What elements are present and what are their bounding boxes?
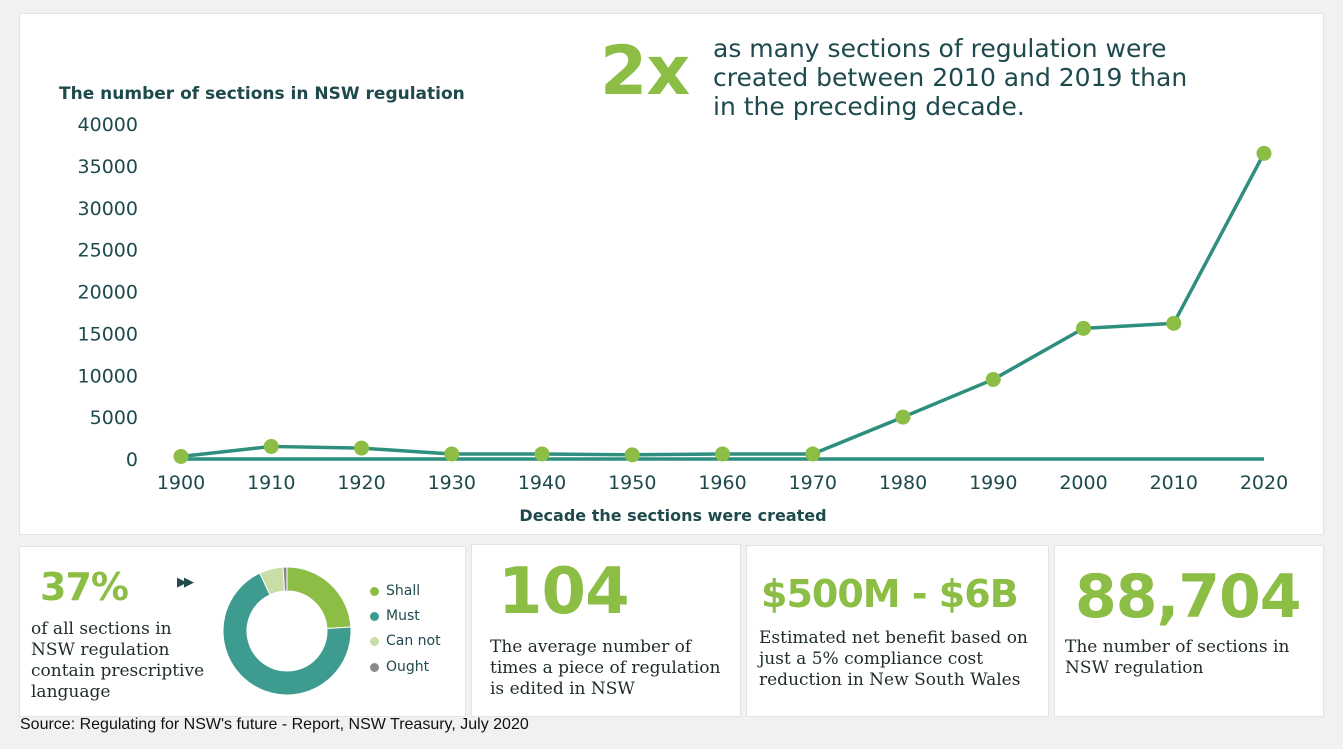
- data-point: [354, 440, 369, 456]
- x-tick-label: 2000: [1059, 472, 1107, 494]
- prescriptive-description: of all sections in NSW regulation contai…: [31, 619, 204, 703]
- x-tick-label: 1970: [789, 472, 837, 494]
- description-line: The average number of: [490, 637, 692, 657]
- description-line: times a piece of regulation: [490, 658, 721, 678]
- arrow-icon: ▶▶: [177, 575, 194, 590]
- description-line: is edited in NSW: [490, 679, 635, 699]
- y-tick-label: 40000: [78, 114, 138, 136]
- y-tick-label: 5000: [90, 407, 138, 429]
- description-line: of all sections in: [31, 619, 172, 639]
- data-point: [805, 446, 821, 462]
- data-point: [985, 371, 1001, 387]
- prescriptive-language-card: 37% of all sections in NSW regulation co…: [19, 546, 466, 717]
- y-axis-ticks: 0 5000 10000 15000 20000 25000 30000 35000 40000: [78, 114, 138, 471]
- x-tick-label: 1980: [879, 472, 927, 494]
- edits-value: 104: [498, 555, 630, 629]
- sections-value: 88,704: [1075, 562, 1302, 632]
- headline-line: as many sections of regulation were: [713, 34, 1167, 63]
- description-line: NSW regulation: [1065, 658, 1204, 678]
- x-tick-label: 1900: [157, 472, 205, 494]
- donut-segment-shall: [286, 566, 352, 630]
- donut-segment-ought: [282, 566, 288, 592]
- legend-item-can-not: Can not: [370, 633, 441, 649]
- y-tick-label: 15000: [78, 323, 138, 345]
- data-point: [624, 447, 640, 463]
- x-tick-label: 1920: [337, 472, 385, 494]
- edits-description: The average number of times a piece of r…: [490, 637, 720, 700]
- legend-label: Must: [386, 608, 420, 624]
- description-line: reduction in New South Wales: [759, 670, 1021, 690]
- line-chart: The number of sections in NSW regulation…: [59, 84, 1288, 525]
- x-tick-label: 2010: [1150, 472, 1198, 494]
- main-chart-panel: The number of sections in NSW regulation…: [19, 13, 1324, 535]
- legend-item-ought: Ought: [370, 659, 429, 675]
- description-line: contain prescriptive: [31, 661, 205, 681]
- sections-description: The number of sections in NSW regulation: [1065, 637, 1289, 679]
- legend-marker: [370, 636, 379, 646]
- source-citation: Source: Regulating for NSW's future - Re…: [20, 716, 529, 733]
- legend-item-shall: Shall: [370, 583, 420, 599]
- headline-multiplier: 2x: [600, 32, 690, 111]
- data-point: [444, 446, 460, 462]
- benefit-card: $500M - $6B Estimated net benefit based …: [746, 545, 1049, 717]
- legend-marker: [370, 586, 379, 596]
- data-point: [895, 409, 911, 425]
- description-line: NSW regulation: [31, 640, 170, 660]
- x-tick-label: 1960: [698, 472, 746, 494]
- benefit-description: Estimated net benefit based on just a 5%…: [759, 628, 1028, 691]
- data-point: [1166, 315, 1182, 331]
- legend-label: Ought: [386, 659, 430, 675]
- legend-label: Shall: [386, 583, 421, 599]
- donut-chart: [222, 566, 352, 696]
- benefit-value: $500M - $6B: [761, 572, 1019, 616]
- description-line: Estimated net benefit based on: [759, 628, 1028, 648]
- y-tick-label: 30000: [78, 198, 138, 220]
- data-point: [534, 446, 550, 462]
- description-line: The number of sections in: [1065, 637, 1290, 657]
- x-tick-label: 1990: [969, 472, 1017, 494]
- data-series: [173, 145, 1272, 464]
- x-tick-label: 1950: [608, 472, 656, 494]
- series-line: [180, 152, 1266, 459]
- y-tick-label: 0: [126, 449, 138, 471]
- y-tick-label: 10000: [78, 365, 138, 387]
- x-tick-label: 2020: [1240, 472, 1288, 494]
- x-tick-label: 1940: [518, 472, 566, 494]
- sections-card: 88,704 The number of sections in NSW reg…: [1054, 545, 1324, 717]
- y-tick-label: 20000: [78, 282, 138, 304]
- data-point: [263, 438, 279, 454]
- description-line: just a 5% compliance cost: [759, 649, 984, 669]
- x-tick-label: 1910: [247, 472, 295, 494]
- data-point: [715, 446, 730, 462]
- data-point: [1076, 320, 1091, 336]
- legend-item-must: Must: [370, 608, 420, 624]
- headline-text: as many sections of regulation were crea…: [713, 34, 1273, 121]
- x-tick-label: 1930: [428, 472, 476, 494]
- y-tick-label: 35000: [78, 156, 138, 178]
- x-axis-label: Decade the sections were created: [519, 506, 826, 525]
- prescriptive-percent: 37%: [40, 565, 129, 609]
- headline-line: created between 2010 and 2019 than: [713, 63, 1188, 92]
- legend-label: Can not: [386, 633, 441, 649]
- y-tick-label: 25000: [78, 240, 138, 262]
- donut-segment-must: [222, 572, 352, 696]
- chart-title: The number of sections in NSW regulation: [59, 84, 465, 104]
- description-line: language: [31, 682, 111, 702]
- headline-line: in the preceding decade.: [713, 92, 1025, 121]
- legend-marker: [370, 611, 379, 621]
- legend-marker: [370, 662, 379, 672]
- data-point: [1256, 145, 1272, 161]
- x-axis-ticks: 1900 1910 1920 1930 1940 1950 1960 1970 1980 1990…: [157, 472, 1288, 494]
- data-point: [173, 448, 189, 464]
- edits-card: 104 The average number of times a piece …: [471, 544, 741, 717]
